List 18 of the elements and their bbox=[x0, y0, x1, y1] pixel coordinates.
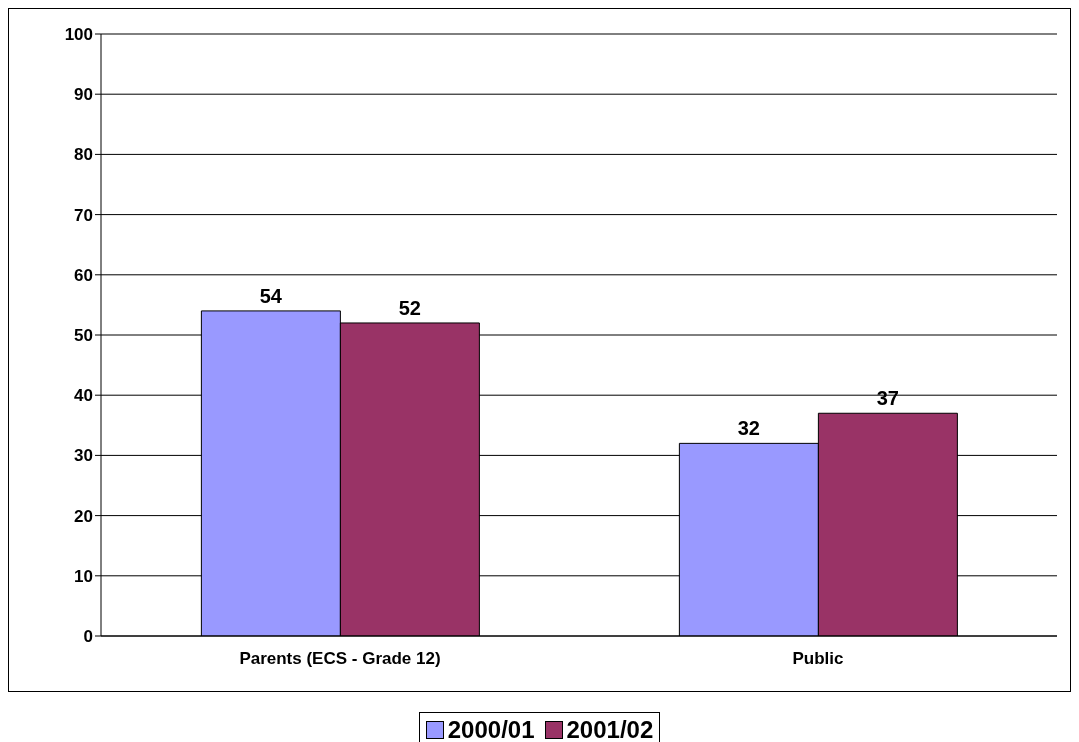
y-tick-label: 60 bbox=[74, 265, 93, 285]
data-label: 32 bbox=[737, 417, 761, 440]
y-tick-label: 100 bbox=[64, 25, 93, 45]
data-label: 52 bbox=[398, 296, 422, 319]
x-tick-label: Public bbox=[792, 649, 844, 669]
legend-label: 2001/02 bbox=[566, 716, 654, 742]
y-tick-label: 80 bbox=[74, 145, 93, 165]
data-label: 54 bbox=[259, 284, 283, 307]
y-tick-label: 0 bbox=[83, 627, 93, 647]
y-tick-label: 40 bbox=[74, 386, 93, 406]
y-tick-label: 20 bbox=[74, 506, 93, 526]
legend-label: 2000/01 bbox=[447, 716, 535, 742]
y-tick-label: 30 bbox=[74, 446, 93, 466]
y-tick-label: 90 bbox=[74, 85, 93, 105]
y-tick-label: 10 bbox=[74, 566, 93, 586]
y-tick-label: 50 bbox=[74, 326, 93, 346]
y-tick-label: 70 bbox=[74, 205, 93, 225]
x-tick-label: Parents (ECS - Grade 12) bbox=[239, 649, 441, 669]
